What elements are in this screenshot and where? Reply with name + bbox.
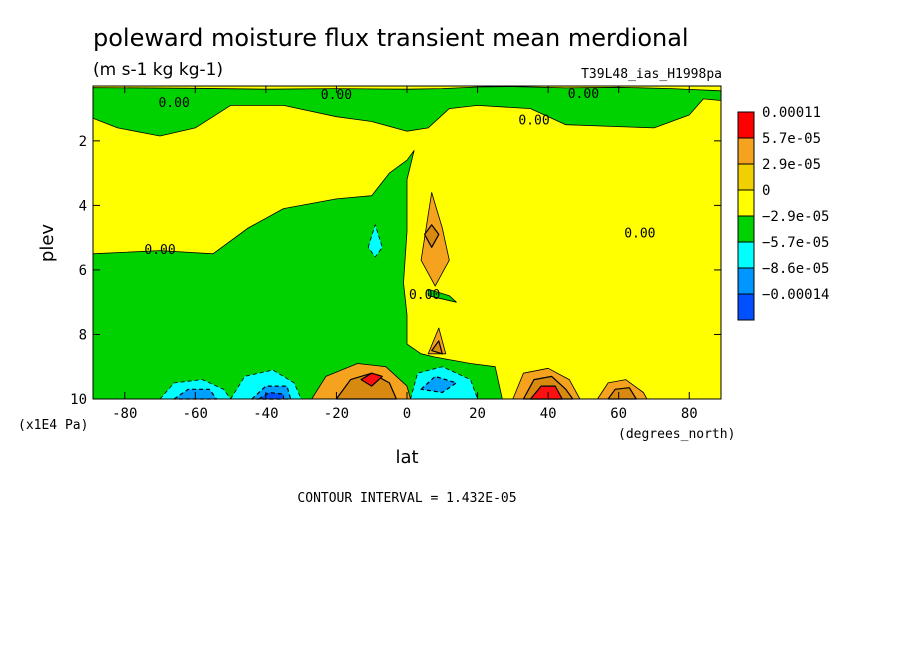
contour-value-label: 0.00	[624, 227, 655, 242]
x-axis-label: lat	[395, 447, 418, 468]
contour-value-label: 0.00	[144, 243, 175, 258]
legend-swatch	[737, 241, 755, 269]
legend-swatch	[737, 215, 755, 243]
run-id: T39L48_ias_H1998pa	[581, 67, 722, 82]
x-axis-units: (degrees_north)	[618, 427, 735, 442]
y-tick-label: 4	[79, 198, 87, 214]
y-tick-label: 10	[70, 392, 87, 408]
x-axis-ticks: -80 -60 -40 -20 0 20 40 60 80	[112, 86, 698, 422]
legend-swatch	[737, 189, 755, 217]
legend-swatch	[737, 267, 755, 295]
legend-label: −0.00014	[762, 287, 829, 303]
contour-region-1	[92, 150, 503, 400]
contour-region-7	[367, 224, 383, 258]
y-axis-label: plev	[37, 224, 58, 263]
y-axis-units: (x1E4 Pa)	[18, 418, 88, 433]
chart-title: poleward moisture flux transient mean me…	[93, 24, 689, 52]
contour-interval: CONTOUR INTERVAL = 1.432E-05	[297, 491, 516, 506]
y-axis-ticks: 2 4 6 8 10	[70, 134, 721, 408]
x-tick-label: -20	[324, 406, 349, 422]
color-legend: 0.00011 5.7e-05 2.9e-05 0 −2.9e-05 −5.7e-05 −8…	[737, 105, 829, 321]
chart-units: (m s-1 kg kg-1)	[93, 60, 223, 80]
contour-region-22	[420, 375, 457, 394]
contour-value-label: 0.00	[409, 288, 440, 303]
legend-swatch	[737, 111, 755, 139]
legend-label: −5.7e-05	[762, 235, 829, 251]
contour-region-2	[427, 288, 457, 303]
x-tick-label: -60	[183, 406, 208, 422]
contour-region-5	[427, 327, 447, 355]
y-tick-label: 2	[79, 134, 87, 150]
legend-label: 2.9e-05	[762, 157, 821, 173]
contour-region-0	[92, 86, 722, 137]
x-tick-label: -80	[112, 406, 137, 422]
contour-region-6	[431, 340, 443, 355]
contour-value-label: 0.00	[158, 96, 189, 111]
legend-label: 5.7e-05	[762, 131, 821, 147]
legend-label: 0.00011	[762, 105, 821, 121]
x-tick-label: 80	[681, 406, 698, 422]
contour-region-4	[424, 224, 440, 248]
legend-label: −8.6e-05	[762, 261, 829, 277]
x-tick-label: -40	[253, 406, 278, 422]
contour-fills	[92, 86, 722, 400]
x-tick-label: 60	[610, 406, 627, 422]
legend-swatch	[737, 137, 755, 165]
contour-labels: 0.00 0.00 0.00 0.00 0.00 0.00 0.00	[144, 87, 655, 303]
contour-region-10	[360, 372, 383, 387]
legend-swatch	[737, 163, 755, 191]
y-tick-label: 6	[79, 263, 87, 279]
legend-label: 0	[762, 183, 770, 199]
x-tick-label: 0	[403, 406, 411, 422]
x-tick-label: 20	[469, 406, 486, 422]
y-tick-label: 8	[79, 327, 87, 343]
legend-swatch	[737, 293, 755, 321]
x-tick-label: 40	[540, 406, 557, 422]
legend-label: −2.9e-05	[762, 209, 829, 225]
contour-value-label: 0.00	[518, 114, 549, 129]
contour-value-label: 0.00	[568, 87, 599, 102]
contour-value-label: 0.00	[321, 88, 352, 103]
